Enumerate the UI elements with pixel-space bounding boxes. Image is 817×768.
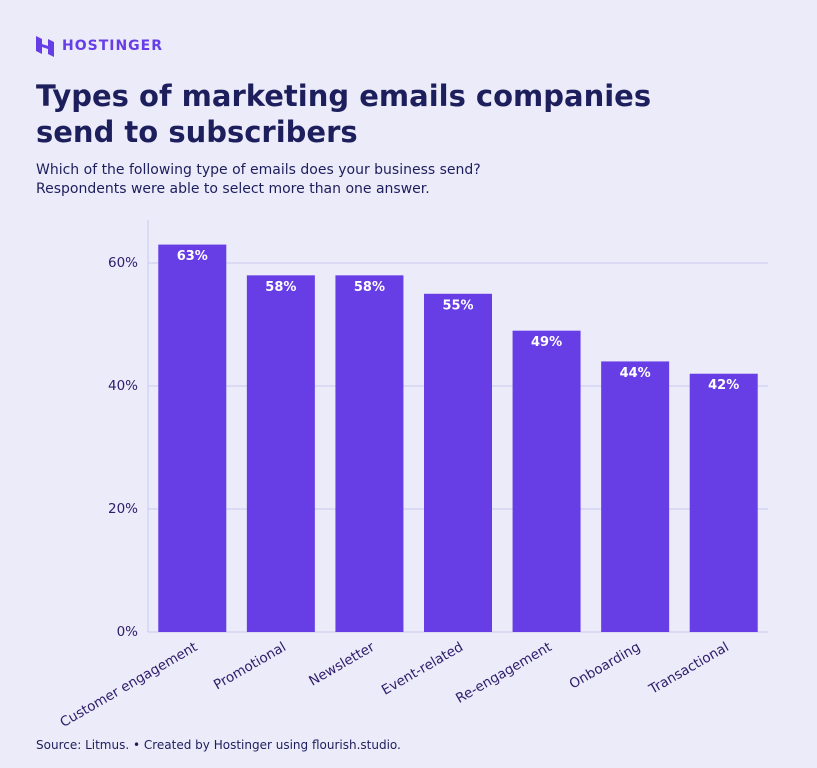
brand: HOSTINGER — [62, 38, 164, 54]
value-label: 44% — [620, 366, 651, 381]
logo — [36, 36, 54, 57]
x-tick-label: Re-engagement — [453, 639, 554, 707]
value-label: 42% — [708, 378, 739, 393]
bar — [601, 361, 670, 632]
bar — [512, 330, 581, 632]
x-tick-label: Transactional — [646, 639, 732, 698]
x-tick-label: Onboarding — [567, 639, 643, 692]
value-label: 58% — [265, 280, 296, 295]
bar — [158, 244, 227, 632]
x-tick-label: Promotional — [211, 639, 289, 693]
y-tick-label: 0% — [117, 624, 139, 640]
y-tick-label: 20% — [108, 501, 138, 517]
y-tick-label: 40% — [108, 378, 138, 394]
y-tick-label: 60% — [108, 255, 138, 271]
value-label: 58% — [354, 280, 385, 295]
x-tick-label: Customer engagement — [57, 639, 200, 731]
value-label: 49% — [531, 335, 562, 350]
x-tick-label: Event-related — [379, 639, 466, 699]
value-label: 63% — [177, 249, 208, 264]
chart-title: Types of marketing emails companies send… — [36, 79, 652, 149]
x-tick-label: Newsletter — [306, 639, 378, 690]
bar — [689, 373, 758, 632]
subtitle: Which of the following type of emails do… — [36, 162, 481, 178]
bar — [246, 275, 315, 632]
bar — [335, 275, 404, 632]
value-label: 55% — [442, 298, 473, 313]
source: Source: Litmus. • Created by Hostinger u… — [36, 738, 401, 752]
bar — [424, 293, 492, 632]
subtitle: Respondents were able to select more tha… — [36, 181, 430, 197]
